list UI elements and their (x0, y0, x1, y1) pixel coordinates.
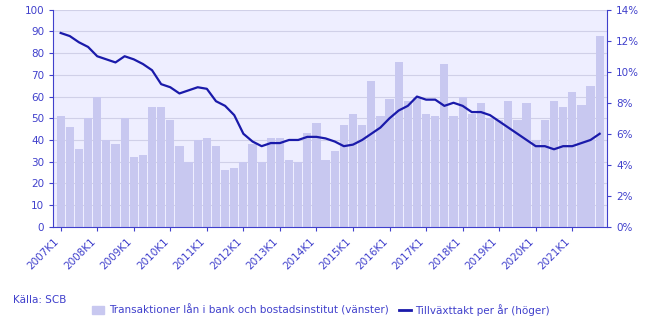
Bar (303, 133, 311, 227)
Bar (495, 121, 504, 227)
Bar (65, 127, 74, 227)
Bar (532, 140, 540, 227)
Bar (541, 121, 549, 227)
Bar (148, 108, 156, 227)
Bar (111, 144, 119, 227)
Bar (221, 170, 229, 227)
Bar (468, 114, 476, 227)
Bar (93, 97, 101, 227)
Bar (358, 125, 366, 227)
Bar (84, 118, 92, 227)
Bar (340, 125, 348, 227)
Bar (514, 121, 522, 227)
Bar (321, 159, 329, 227)
Bar (395, 62, 403, 227)
Bar (294, 162, 302, 227)
Bar (413, 97, 421, 227)
Bar (477, 103, 485, 227)
Bar (157, 108, 165, 227)
Bar (522, 103, 531, 227)
Bar (267, 138, 275, 227)
Bar (577, 105, 586, 227)
Bar (486, 118, 494, 227)
Bar (285, 159, 293, 227)
Bar (75, 149, 83, 227)
Bar (504, 101, 512, 227)
Bar (586, 86, 595, 227)
Bar (431, 116, 440, 227)
Bar (596, 36, 604, 227)
Bar (367, 81, 376, 227)
Bar (404, 101, 412, 227)
Bar (230, 168, 238, 227)
Bar (450, 116, 458, 227)
Bar (550, 101, 558, 227)
Bar (166, 121, 174, 227)
Bar (57, 116, 65, 227)
Bar (203, 138, 211, 227)
Bar (386, 99, 394, 227)
Bar (239, 162, 247, 227)
Bar (212, 146, 220, 227)
Bar (175, 146, 183, 227)
Text: Källa: SCB: Källa: SCB (13, 295, 67, 305)
Bar (276, 138, 284, 227)
Bar (312, 122, 321, 227)
Bar (422, 114, 430, 227)
Bar (458, 97, 467, 227)
Bar (349, 114, 357, 227)
Bar (257, 162, 265, 227)
Legend: Transaktioner lån i bank och bostadsinstitut (vänster), Tillväxttakt per år (hög: Transaktioner lån i bank och bostadsinst… (92, 304, 550, 316)
Bar (193, 140, 202, 227)
Bar (568, 92, 576, 227)
Bar (139, 155, 147, 227)
Bar (559, 108, 567, 227)
Bar (376, 116, 384, 227)
Bar (121, 118, 129, 227)
Bar (440, 64, 448, 227)
Bar (102, 140, 111, 227)
Bar (185, 162, 193, 227)
Bar (248, 144, 257, 227)
Bar (129, 157, 138, 227)
Bar (331, 151, 339, 227)
